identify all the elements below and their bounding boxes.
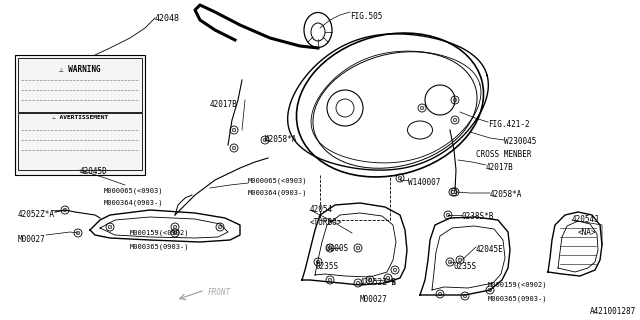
Text: ⚠ AVERTISSEMENT: ⚠ AVERTISSEMENT [52, 115, 108, 120]
Circle shape [173, 225, 177, 229]
Circle shape [386, 276, 390, 280]
Circle shape [446, 213, 450, 217]
Circle shape [488, 288, 492, 292]
Text: 0235S: 0235S [454, 262, 477, 271]
Text: ⚠ WARNING: ⚠ WARNING [59, 65, 101, 74]
FancyBboxPatch shape [15, 55, 145, 175]
Circle shape [263, 138, 267, 142]
Circle shape [232, 146, 236, 150]
Circle shape [448, 260, 452, 264]
Circle shape [451, 190, 455, 194]
Text: W230045: W230045 [504, 137, 536, 146]
Text: M000365(0903-): M000365(0903-) [488, 295, 547, 301]
Text: M000065(<0903): M000065(<0903) [248, 178, 307, 185]
Text: 42054: 42054 [310, 205, 333, 214]
Text: FRONT: FRONT [208, 288, 231, 297]
Circle shape [63, 208, 67, 212]
Circle shape [458, 258, 462, 262]
Circle shape [328, 278, 332, 282]
Circle shape [453, 190, 457, 194]
Circle shape [328, 246, 332, 250]
Text: 42017B: 42017B [486, 163, 514, 172]
Circle shape [393, 268, 397, 272]
Text: 0235S: 0235S [316, 262, 339, 271]
Text: M000159(<0902): M000159(<0902) [130, 230, 189, 236]
Text: 42048: 42048 [155, 14, 180, 23]
Text: <NA>: <NA> [578, 228, 596, 237]
Circle shape [453, 118, 457, 122]
Text: W140007: W140007 [408, 178, 440, 187]
Circle shape [453, 98, 457, 102]
Text: FIG.505: FIG.505 [350, 12, 382, 21]
Text: 42045D: 42045D [80, 167, 108, 176]
Circle shape [463, 294, 467, 298]
Circle shape [108, 225, 112, 229]
Circle shape [76, 231, 80, 235]
Text: 0100S: 0100S [325, 244, 348, 253]
Text: 42058*A: 42058*A [490, 190, 522, 199]
Circle shape [438, 292, 442, 296]
Circle shape [356, 246, 360, 250]
Circle shape [368, 278, 372, 282]
Text: 42058*A: 42058*A [265, 135, 298, 144]
Text: FIG.421-2: FIG.421-2 [488, 120, 530, 129]
Text: 42045E: 42045E [476, 245, 504, 254]
Circle shape [398, 176, 402, 180]
Text: M000365(0903-): M000365(0903-) [130, 243, 189, 250]
Text: 0238S*B: 0238S*B [462, 212, 494, 221]
Text: M000159(<0902): M000159(<0902) [488, 282, 547, 289]
Text: M000065(<0903): M000065(<0903) [104, 188, 163, 195]
Text: 42052Z*B: 42052Z*B [360, 278, 397, 287]
Circle shape [218, 225, 222, 229]
Circle shape [173, 231, 177, 235]
Text: M00027: M00027 [18, 235, 45, 244]
Text: 42017B: 42017B [210, 100, 237, 109]
Circle shape [356, 281, 360, 285]
Circle shape [316, 260, 320, 264]
Text: M000364(0903-): M000364(0903-) [104, 200, 163, 206]
Text: 42052Z*A: 42052Z*A [18, 210, 55, 219]
Text: CROSS MENBER: CROSS MENBER [476, 150, 531, 159]
Text: <TURBO>: <TURBO> [310, 218, 342, 227]
Circle shape [232, 128, 236, 132]
Text: 42054J: 42054J [572, 215, 600, 224]
Circle shape [420, 106, 424, 110]
Text: M00027: M00027 [360, 295, 388, 304]
Text: A421001287: A421001287 [589, 307, 636, 316]
Text: M000364(0903-): M000364(0903-) [248, 190, 307, 196]
